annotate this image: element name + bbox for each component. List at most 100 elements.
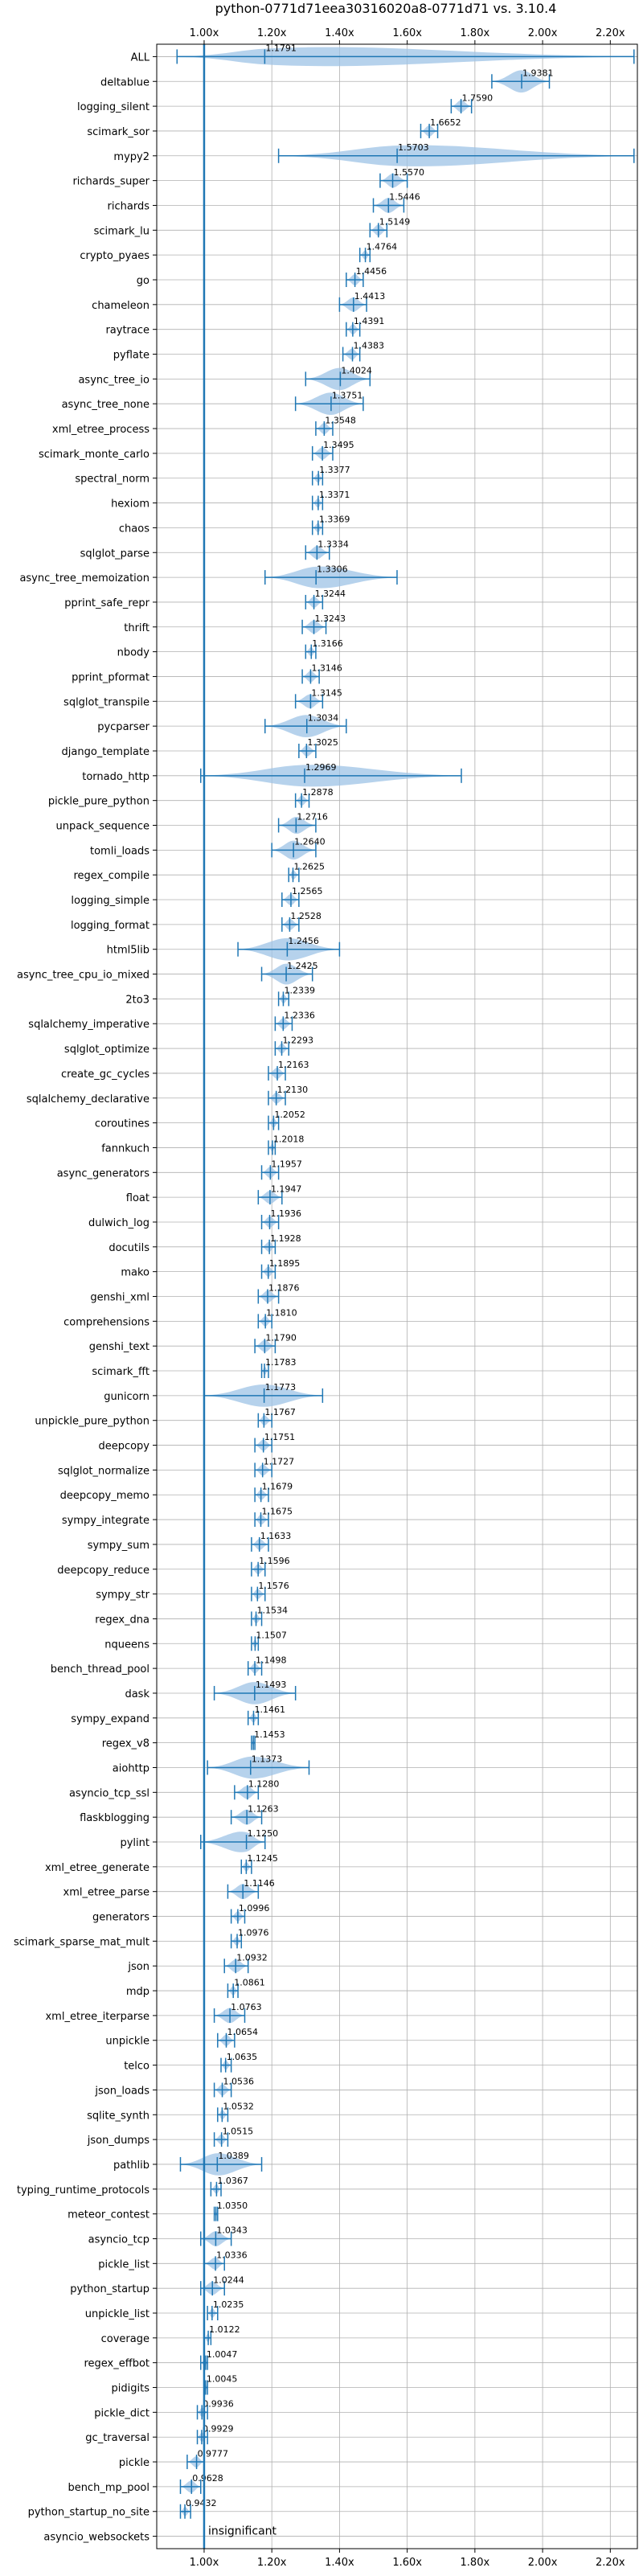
value-label: 1.1679 bbox=[262, 1481, 293, 1491]
benchmark-label: unpack_sequence bbox=[55, 821, 149, 833]
value-label: 1.0536 bbox=[223, 2077, 255, 2087]
x-tick-label-top: 1.20x bbox=[257, 27, 287, 39]
value-label: 1.1534 bbox=[257, 1606, 289, 1616]
benchmark-label: comprehensions bbox=[63, 1316, 149, 1328]
value-label: 1.3244 bbox=[315, 589, 346, 599]
violins: 1.1791 1.9381 1.7590 1.6652 1.5703 1.5570 1.54… bbox=[176, 43, 635, 2519]
insignificant-label: insignificant bbox=[208, 2525, 277, 2538]
x-tick-label-bottom: 1.80x bbox=[461, 2557, 490, 2569]
benchmark-label: async_tree_none bbox=[62, 399, 149, 411]
value-label: 1.4413 bbox=[354, 291, 386, 301]
benchmark-label: deltablue bbox=[100, 76, 149, 88]
value-label: 1.2716 bbox=[297, 812, 328, 822]
value-label: 1.1936 bbox=[270, 1208, 301, 1219]
value-label: 1.0389 bbox=[218, 2151, 249, 2161]
benchmark-label: sympy_integrate bbox=[62, 1515, 149, 1527]
benchmark-label: dask bbox=[125, 1688, 149, 1700]
x-tick-label-top: 1.60x bbox=[392, 27, 422, 39]
benchmark-label: xml_etree_process bbox=[52, 424, 149, 436]
benchmark-label: logging_format bbox=[71, 920, 149, 932]
value-label: 1.1373 bbox=[252, 1754, 283, 1765]
benchmark-label: asyncio_tcp bbox=[88, 2233, 149, 2246]
benchmark-label: bench_thread_pool bbox=[51, 1663, 149, 1676]
benchmark-label: scimark_sor bbox=[87, 126, 149, 138]
value-label: 1.1146 bbox=[244, 1878, 275, 1889]
value-label: 1.4456 bbox=[356, 266, 387, 277]
benchmark-label: xml_etree_iterparse bbox=[45, 2011, 149, 2023]
benchmark-label: nqueens bbox=[104, 1639, 149, 1651]
benchmark-label: json_loads bbox=[94, 2085, 149, 2097]
benchmark-label: pycparser bbox=[97, 721, 149, 733]
value-label: 1.1675 bbox=[261, 1506, 293, 1516]
value-label: 1.0336 bbox=[216, 2250, 248, 2261]
benchmark-label: deepcopy bbox=[98, 1441, 149, 1453]
benchmark-label: crypto_pyaes bbox=[80, 250, 149, 262]
value-label: 1.3025 bbox=[307, 737, 338, 748]
x-tick-label-bottom: 1.20x bbox=[257, 2557, 287, 2569]
benchmark-label: flaskblogging bbox=[80, 1812, 149, 1824]
benchmark-label: sqlglot_parse bbox=[80, 548, 149, 560]
value-label: 1.0654 bbox=[227, 2027, 258, 2037]
x-ticks: 1.00x 1.00x 1.20x 1.20x 1.40x 1.40x 1.60x 1.60x… bbox=[153, 27, 625, 2569]
benchmark-label: xml_etree_parse bbox=[63, 1887, 149, 1899]
value-label: 1.0367 bbox=[217, 2176, 248, 2186]
benchmark-label: sympy_sum bbox=[88, 1540, 149, 1552]
value-label: 1.3369 bbox=[319, 515, 350, 525]
benchmark-label: sympy_str bbox=[96, 1589, 149, 1602]
value-label: 1.3145 bbox=[311, 688, 342, 699]
benchmark-label: generators bbox=[92, 1912, 149, 1924]
benchmark-label: tomli_loads bbox=[90, 845, 149, 857]
benchmark-label: chameleon bbox=[92, 300, 149, 312]
benchmark-label: ALL bbox=[131, 51, 150, 64]
value-label: 1.0235 bbox=[213, 2299, 244, 2310]
benchmark-label: sqlglot_normalize bbox=[58, 1465, 149, 1477]
value-label: 1.0932 bbox=[236, 1952, 268, 1963]
benchmark-label: pylint bbox=[120, 1837, 149, 1849]
value-label: 1.1773 bbox=[265, 1382, 297, 1393]
value-label: 1.3306 bbox=[317, 564, 348, 574]
value-label: 0.9628 bbox=[192, 2473, 223, 2484]
value-label: 1.1790 bbox=[265, 1332, 297, 1343]
benchmark-label: scimark_lu bbox=[94, 225, 149, 237]
value-label: 1.2130 bbox=[277, 1085, 309, 1095]
benchmark-label: meteor_contest bbox=[68, 2209, 149, 2221]
value-label: 1.4024 bbox=[341, 366, 372, 376]
value-label: 1.1928 bbox=[270, 1233, 301, 1244]
benchmark-label: async_tree_memoization bbox=[19, 572, 149, 585]
value-label: 1.0047 bbox=[207, 2349, 238, 2360]
chart-title: python-0771d71eea30316020a8-0771d71 vs. … bbox=[215, 1, 557, 16]
value-label: 1.0045 bbox=[207, 2374, 238, 2385]
value-label: 1.0763 bbox=[231, 2002, 262, 2012]
benchmark-label: float bbox=[126, 1192, 149, 1204]
value-label: 1.2528 bbox=[290, 911, 322, 921]
value-label: 1.2878 bbox=[302, 787, 334, 798]
benchmark-label: dulwich_log bbox=[88, 1217, 149, 1229]
benchmark-label: tornado_http bbox=[82, 771, 149, 783]
value-label: 1.0343 bbox=[216, 2225, 248, 2236]
value-label: 1.2640 bbox=[294, 837, 326, 847]
benchmark-label: python_startup_no_site bbox=[28, 2507, 149, 2519]
value-label: 1.2052 bbox=[274, 1110, 305, 1120]
value-label: 1.1461 bbox=[254, 1704, 285, 1715]
benchmark-label: sqlglot_transpile bbox=[63, 696, 149, 708]
benchmark-label: django_template bbox=[62, 746, 149, 758]
value-label: 1.1493 bbox=[256, 1680, 287, 1690]
value-label: 1.0122 bbox=[209, 2324, 240, 2335]
benchmark-label: chaos bbox=[119, 523, 149, 535]
value-label: 1.2456 bbox=[288, 936, 319, 946]
value-label: 1.3751 bbox=[332, 390, 363, 400]
value-label: 1.5570 bbox=[394, 167, 425, 178]
value-label: 1.2425 bbox=[287, 961, 318, 971]
benchmark-label: async_tree_io bbox=[78, 374, 149, 386]
value-label: 1.3034 bbox=[308, 712, 339, 723]
benchmark-label: mypy2 bbox=[113, 151, 149, 163]
benchmark-label: gc_traversal bbox=[85, 2432, 149, 2444]
x-tick-label-top: 1.00x bbox=[190, 27, 219, 39]
benchmark-label: nbody bbox=[117, 647, 150, 659]
value-label: 1.2625 bbox=[294, 861, 326, 872]
benchmark-label: mdp bbox=[126, 1986, 149, 1998]
value-label: 1.2018 bbox=[273, 1134, 305, 1145]
benchmark-label: sqlglot_optimize bbox=[64, 1044, 149, 1056]
x-tick-label-bottom: 1.00x bbox=[190, 2557, 219, 2569]
